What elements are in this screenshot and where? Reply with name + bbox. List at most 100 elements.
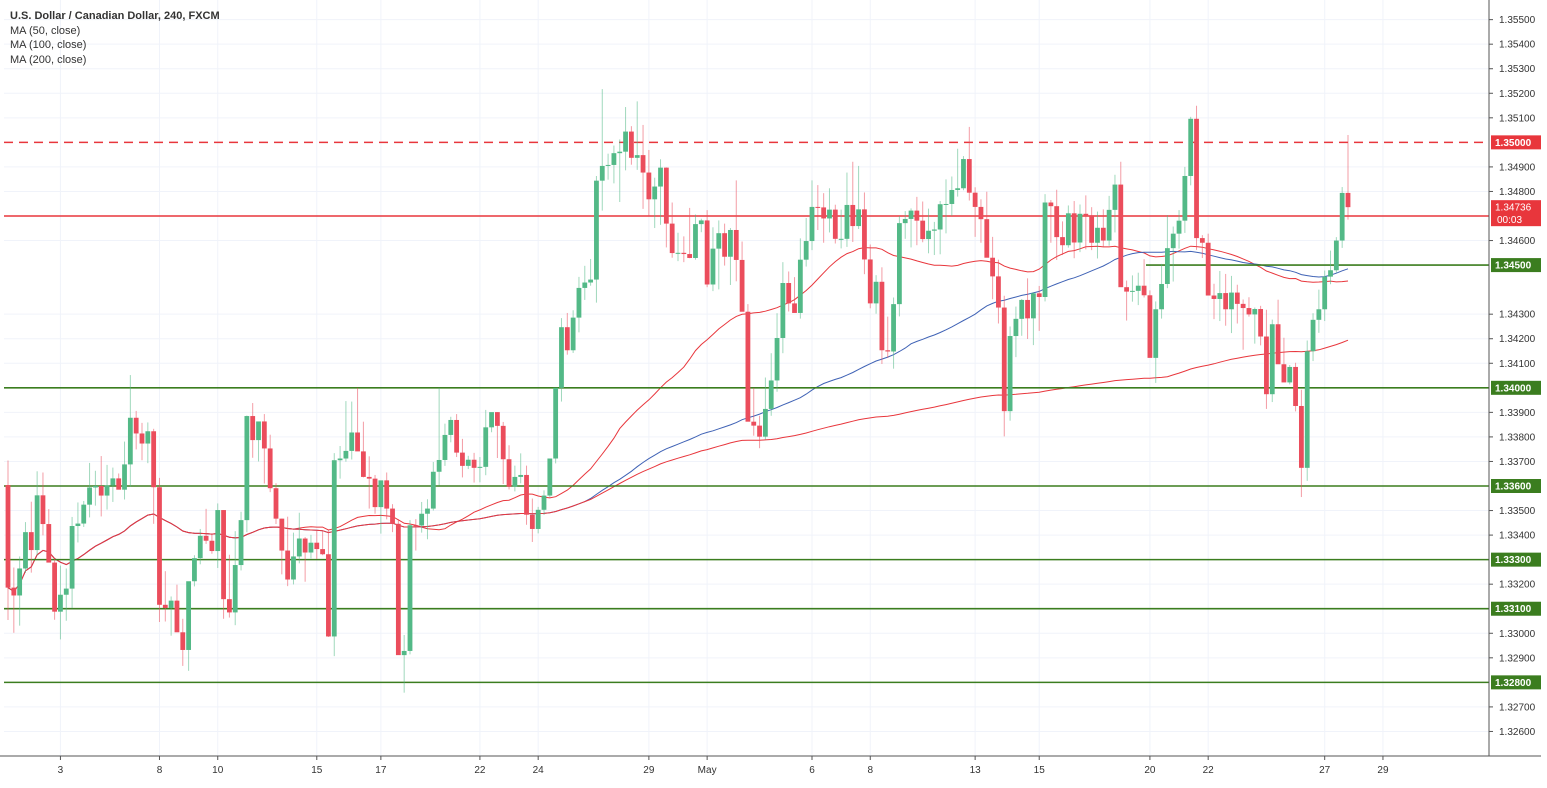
ma50-line — [7, 245, 1349, 593]
candle-body — [902, 218, 908, 224]
candle-body — [477, 466, 483, 468]
x-tick-label: 20 — [1144, 765, 1156, 776]
candle-body — [337, 458, 343, 461]
y-tick-label: 1.33900 — [1499, 408, 1536, 419]
y-tick-label: 1.35200 — [1499, 89, 1536, 100]
candle-body — [728, 229, 733, 257]
candle-body — [1234, 292, 1240, 304]
candle-body — [1159, 283, 1164, 310]
candle — [1083, 195, 1089, 250]
candle-body — [961, 159, 966, 189]
candle-body — [384, 480, 390, 509]
candle-body — [1124, 287, 1130, 292]
candle — [564, 312, 570, 355]
candle — [1223, 273, 1229, 326]
candle — [1048, 200, 1054, 243]
candle — [920, 201, 926, 243]
candle-body — [425, 508, 430, 514]
candle — [483, 409, 489, 476]
y-tick-label: 1.35400 — [1499, 40, 1536, 51]
level-label-bg — [1491, 258, 1541, 273]
level-label-bg — [1491, 552, 1541, 567]
candle-body — [908, 210, 914, 219]
candle-body — [256, 421, 261, 441]
candle-body — [658, 167, 663, 187]
candle — [419, 501, 425, 533]
candle — [949, 176, 955, 216]
candle-body — [698, 220, 704, 225]
moving-average-lines — [7, 245, 1349, 593]
candle-body — [483, 427, 489, 467]
horizontal-levels — [4, 141, 1489, 684]
candle-body — [733, 229, 739, 260]
y-tick-label: 1.35100 — [1499, 113, 1536, 124]
candle — [1019, 298, 1025, 336]
candle — [58, 565, 63, 640]
candle-body — [250, 416, 256, 441]
candle-body — [1229, 292, 1234, 310]
candle-body — [500, 425, 506, 460]
candle — [803, 217, 809, 267]
level-label: 1.33600 — [1495, 482, 1532, 493]
candle-body — [273, 488, 279, 519]
candle-body — [209, 540, 215, 552]
candle-body — [63, 588, 69, 595]
candle — [1287, 364, 1293, 385]
candle — [669, 202, 675, 258]
candle-body — [943, 203, 949, 205]
candle — [215, 503, 221, 568]
candle-body — [792, 303, 797, 313]
candle-body — [1013, 318, 1019, 337]
candle — [1211, 283, 1217, 320]
candle — [465, 455, 471, 470]
candle-body — [116, 478, 122, 490]
candle-body — [1304, 351, 1310, 468]
x-tick-label: 17 — [375, 765, 387, 776]
x-tick-label: 8 — [157, 765, 163, 776]
candle-body — [34, 495, 40, 551]
candle — [1293, 362, 1298, 412]
candle — [943, 179, 949, 234]
candle-body — [1147, 295, 1153, 358]
candle-body — [1199, 238, 1205, 243]
candle — [1205, 233, 1211, 296]
candle — [349, 401, 355, 460]
candle — [1112, 174, 1118, 233]
candle — [1089, 207, 1095, 251]
candle-body — [605, 164, 611, 166]
candle-body — [1112, 184, 1118, 210]
candle — [17, 556, 23, 626]
candle — [1345, 135, 1351, 220]
candle — [1316, 289, 1322, 333]
candle — [151, 428, 157, 524]
candle — [873, 275, 879, 314]
candle — [1188, 116, 1194, 186]
candle — [774, 313, 780, 392]
candle-body — [1240, 303, 1246, 309]
candle — [541, 490, 547, 515]
candle — [850, 161, 856, 243]
candle — [1065, 205, 1071, 248]
candle-body — [1246, 308, 1252, 315]
candle-body — [553, 387, 559, 459]
candle — [1170, 226, 1176, 282]
candle-body — [221, 510, 226, 600]
y-tick-label: 1.34200 — [1499, 334, 1536, 345]
candle-body — [192, 558, 197, 582]
candle-body — [1194, 118, 1199, 239]
candle-body — [285, 550, 291, 580]
candle — [646, 149, 652, 216]
candle — [821, 193, 827, 243]
candle-body — [162, 604, 168, 608]
candle — [658, 159, 663, 225]
candle — [547, 458, 553, 498]
candle — [961, 156, 966, 191]
y-tick-label: 1.35500 — [1499, 15, 1536, 26]
candle-body — [751, 421, 757, 426]
candle — [914, 196, 920, 246]
candle-body — [559, 327, 564, 388]
candle-body — [996, 276, 1001, 308]
candle — [34, 471, 40, 556]
